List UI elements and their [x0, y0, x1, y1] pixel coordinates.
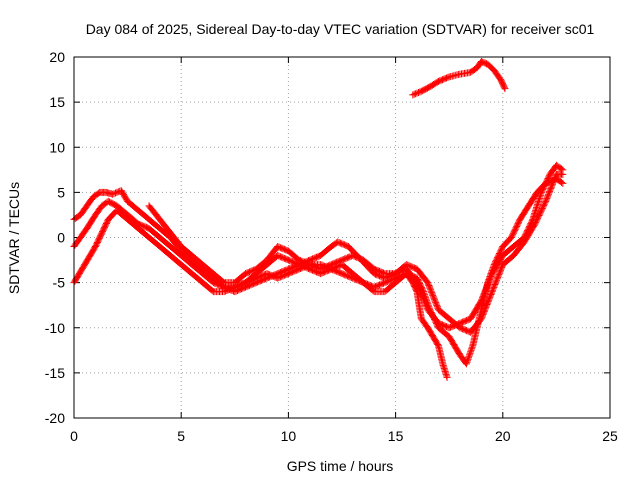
- chart-title: Day 084 of 2025, Sidereal Day-to-day VTE…: [86, 21, 595, 37]
- data-point: [481, 305, 489, 313]
- data-point: [485, 278, 493, 286]
- data-point: [547, 183, 555, 191]
- data-point: [480, 291, 488, 299]
- y-tick-label: 0: [57, 230, 65, 246]
- series-track-4: [145, 170, 567, 336]
- data-point: [559, 179, 567, 187]
- y-tick-label: 20: [49, 49, 65, 65]
- data-point: [485, 296, 493, 304]
- grid: [74, 57, 610, 418]
- data-point: [109, 190, 117, 198]
- series-track-5: [409, 58, 509, 99]
- data-point: [418, 291, 426, 299]
- data-point: [431, 297, 439, 305]
- data-point: [494, 272, 502, 280]
- data-point: [429, 291, 437, 299]
- data-point: [545, 190, 552, 198]
- data-point: [531, 220, 539, 228]
- data-point: [413, 89, 421, 97]
- data-point: [542, 196, 550, 204]
- y-tick-label: -5: [53, 275, 66, 291]
- data-point: [479, 312, 486, 320]
- data-point: [543, 195, 551, 203]
- data-point: [544, 192, 552, 200]
- data-point: [380, 269, 387, 277]
- data-point: [413, 279, 421, 287]
- data-point: [549, 179, 557, 187]
- y-tick-label: 15: [49, 94, 65, 110]
- data-point: [415, 284, 423, 292]
- data-point: [559, 170, 567, 178]
- x-tick-label: 5: [177, 428, 185, 444]
- data-point: [484, 280, 492, 288]
- x-tick-label: 25: [602, 428, 618, 444]
- x-axis-label: GPS time / hours: [287, 458, 394, 474]
- data-point: [433, 301, 441, 309]
- data-point: [468, 343, 476, 351]
- data-point: [538, 205, 546, 212]
- x-tick-label: 15: [388, 428, 404, 444]
- data-point: [465, 352, 473, 360]
- data-point: [486, 274, 494, 282]
- data-point: [412, 90, 420, 98]
- data-point: [558, 178, 565, 186]
- axis-ticks: 0 5 10 15 20 25 -20 -15 -10 -5 0 5 10 15 20: [45, 49, 618, 444]
- data-point: [426, 284, 434, 292]
- data-point: [415, 283, 423, 291]
- data-point: [420, 296, 428, 304]
- data-point: [110, 190, 118, 198]
- data-point: [431, 296, 438, 304]
- data-point: [482, 284, 490, 292]
- plot-border: [73, 56, 611, 419]
- y-tick-label: 10: [49, 139, 65, 155]
- data-point: [497, 266, 504, 274]
- x-tick-label: 0: [70, 428, 78, 444]
- data-points: [70, 58, 567, 381]
- data-point: [467, 348, 475, 356]
- data-point: [478, 295, 486, 303]
- data-point: [478, 313, 486, 321]
- data-point: [463, 357, 471, 365]
- data-point: [501, 85, 509, 93]
- x-tick-label: 10: [281, 428, 297, 444]
- data-point: [481, 306, 489, 314]
- data-point: [493, 276, 501, 284]
- y-tick-label: -15: [45, 365, 65, 381]
- data-point: [500, 83, 508, 91]
- data-point: [532, 219, 540, 227]
- data-point: [489, 285, 497, 293]
- y-tick-label: 5: [57, 184, 65, 200]
- data-point: [443, 373, 451, 381]
- y-axis-label: SDTVAR / TECUs: [6, 182, 22, 294]
- data-point: [497, 265, 505, 273]
- data-point: [488, 289, 495, 297]
- x-tick-label: 20: [495, 428, 511, 444]
- data-point: [483, 301, 491, 308]
- data-point: [492, 278, 500, 286]
- y-tick-label: -20: [45, 410, 65, 426]
- y-tick-label: -10: [45, 320, 65, 336]
- data-point: [423, 303, 431, 311]
- data-point: [538, 206, 546, 214]
